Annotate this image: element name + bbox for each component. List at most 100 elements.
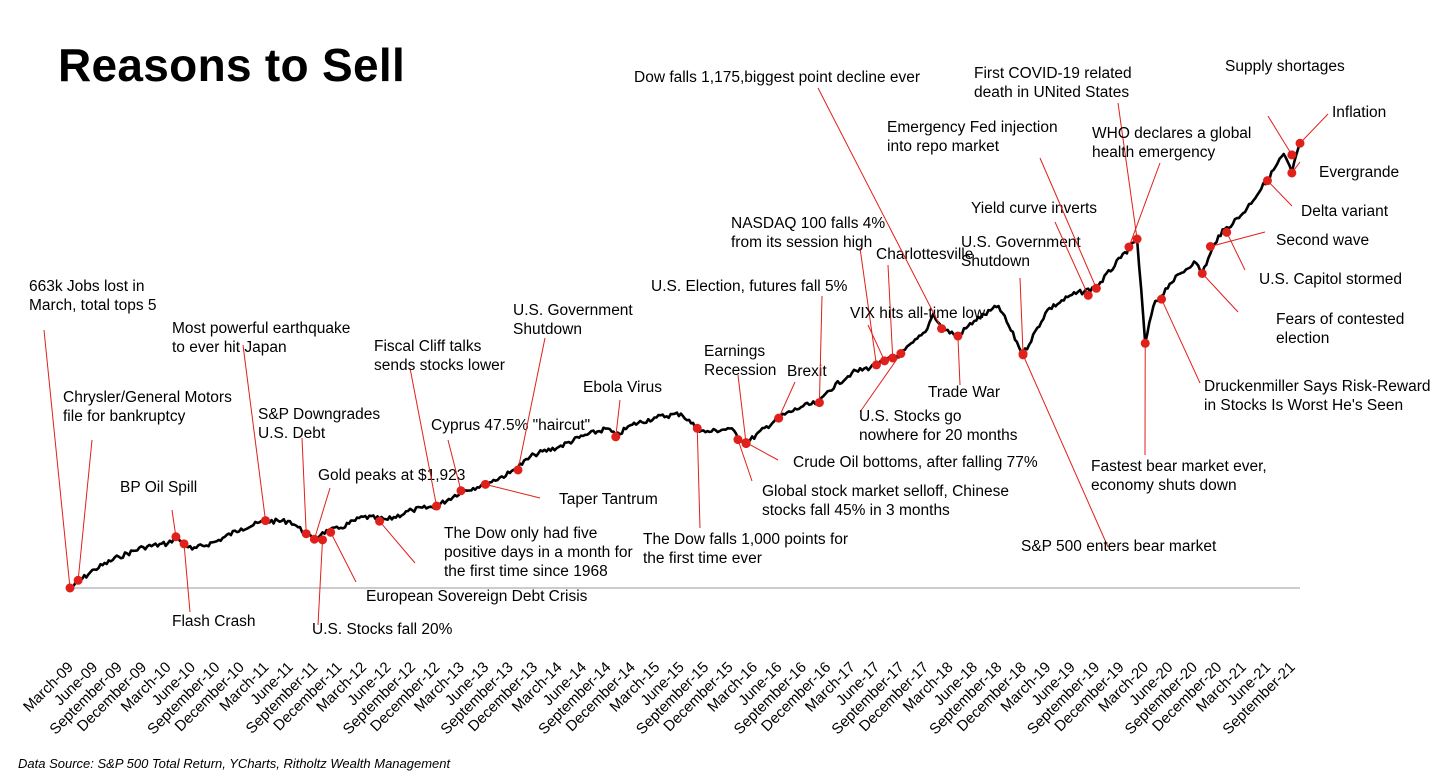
event-marker bbox=[171, 532, 181, 542]
event-marker bbox=[260, 516, 270, 526]
event-marker bbox=[1197, 268, 1207, 278]
event-marker bbox=[953, 331, 963, 341]
annotation-leader bbox=[737, 374, 747, 444]
event-marker bbox=[1205, 242, 1215, 252]
event-marker bbox=[896, 349, 906, 359]
annotation-leader bbox=[817, 87, 943, 329]
annotation-leader bbox=[615, 399, 621, 437]
event-marker bbox=[937, 324, 947, 334]
annotation-label: file for bankruptcy bbox=[63, 408, 186, 425]
event-marker bbox=[318, 535, 328, 545]
annotation-label: 663k Jobs lost in bbox=[29, 278, 144, 295]
event-marker bbox=[1287, 150, 1297, 160]
annotation-leader bbox=[818, 295, 823, 403]
annotation-leader bbox=[859, 247, 877, 365]
annotation-label: the first time ever bbox=[643, 550, 762, 567]
event-marker bbox=[1295, 138, 1305, 148]
annotation-label: Second wave bbox=[1276, 232, 1369, 249]
annotation-label: Recession bbox=[704, 362, 776, 379]
annotation-label: U.S. Capitol stormed bbox=[1259, 271, 1402, 288]
annotation-label: The Dow falls 1,000 points for bbox=[643, 531, 848, 548]
chart-title: Reasons to Sell bbox=[58, 39, 406, 91]
annotation-leader bbox=[183, 543, 191, 613]
annotation-leader bbox=[1161, 298, 1201, 384]
annotation-leader bbox=[447, 439, 462, 491]
annotation-leader bbox=[1117, 102, 1138, 240]
annotation-label: BP Oil Spill bbox=[120, 479, 197, 496]
annotation-leader bbox=[1128, 162, 1161, 248]
annotation-leader bbox=[1054, 221, 1089, 296]
annotation-leader bbox=[171, 509, 177, 537]
annotation-label: Yield curve inverts bbox=[971, 200, 1097, 217]
annotation-label: election bbox=[1276, 330, 1329, 347]
annotation-label: Supply shortages bbox=[1225, 58, 1345, 75]
annotation-label: Fears of contested bbox=[1276, 311, 1404, 328]
annotation-label: U.S. Government bbox=[513, 302, 633, 319]
annotation-leader bbox=[887, 264, 894, 358]
annotation-leader bbox=[859, 353, 902, 413]
data-source-note: Data Source: S&P 500 Total Return, YChar… bbox=[18, 756, 451, 771]
event-marker bbox=[741, 438, 751, 448]
annotation-leader bbox=[696, 428, 701, 529]
annotation-leader bbox=[317, 539, 324, 626]
event-marker bbox=[301, 529, 311, 539]
annotation-label: Ebola Virus bbox=[583, 379, 662, 396]
event-marker bbox=[611, 432, 621, 442]
annotation-label: March, total tops 5 bbox=[29, 297, 157, 314]
annotation-label: into repo market bbox=[887, 138, 1000, 155]
annotation-leader bbox=[1267, 180, 1293, 207]
annotation-label: Charlottesville bbox=[876, 246, 973, 263]
annotation-label: U.S. Debt bbox=[258, 425, 326, 442]
annotation-label: Emergency Fed injection bbox=[887, 119, 1058, 136]
event-marker bbox=[309, 534, 319, 544]
event-marker bbox=[1157, 294, 1167, 304]
annotation-label: nowhere for 20 months bbox=[859, 427, 1018, 444]
annotation-leader bbox=[485, 483, 541, 499]
annotation-leader bbox=[1299, 113, 1329, 144]
event-marker bbox=[65, 583, 75, 593]
annotation-leader bbox=[867, 324, 886, 362]
annotation-leader bbox=[1201, 273, 1239, 313]
annotation-label: Most powerful earthquake bbox=[172, 320, 350, 337]
event-marker bbox=[692, 423, 702, 433]
annotation-label: Brexit bbox=[787, 363, 827, 380]
event-marker bbox=[814, 398, 824, 408]
annotation-label: U.S. Stocks fall 20% bbox=[312, 621, 453, 638]
annotation-leader bbox=[242, 344, 266, 521]
annotation-label: U.S. Stocks go bbox=[859, 408, 962, 425]
event-marker bbox=[880, 356, 890, 366]
annotation-label: the first time since 1968 bbox=[444, 563, 608, 580]
annotation-label: health emergency bbox=[1092, 144, 1215, 161]
event-marker bbox=[432, 501, 442, 511]
annotation-leader bbox=[43, 329, 71, 589]
event-marker bbox=[1091, 283, 1101, 293]
annotation-label: U.S. Election, futures fall 5% bbox=[651, 278, 848, 295]
event-marker bbox=[179, 539, 189, 549]
event-marker bbox=[1132, 234, 1142, 244]
annotation-label: Delta variant bbox=[1301, 203, 1389, 220]
annotation-leader bbox=[1210, 231, 1266, 247]
annotation-label: First COVID-19 related bbox=[974, 65, 1132, 82]
event-marker bbox=[888, 353, 898, 363]
event-marker bbox=[1018, 350, 1028, 360]
annotation-label: Druckenmiller Says Risk-Reward bbox=[1204, 378, 1431, 395]
annotation-leader bbox=[737, 439, 753, 482]
event-marker bbox=[1124, 242, 1134, 252]
event-marker bbox=[1083, 290, 1093, 300]
annotation-label: from its session high bbox=[731, 234, 872, 251]
annotation-label: Shutdown bbox=[513, 321, 582, 338]
annotation-label: Fastest bear market ever, bbox=[1091, 458, 1267, 475]
annotation-label: Fiscal Cliff talks bbox=[374, 338, 482, 355]
annotation-label: economy shuts down bbox=[1091, 477, 1237, 494]
annotation-label: Taper Tantrum bbox=[559, 491, 658, 508]
annotation-leader bbox=[1022, 354, 1109, 548]
annotation-label: Dow falls 1,175,biggest point decline ev… bbox=[634, 69, 920, 86]
annotation-leader bbox=[330, 532, 357, 583]
annotation-leader bbox=[301, 437, 307, 534]
event-marker bbox=[480, 479, 490, 489]
annotation-label: to ever hit Japan bbox=[172, 339, 287, 356]
annotation-label: NASDAQ 100 falls 4% bbox=[731, 215, 885, 232]
annotation-leader bbox=[778, 381, 796, 419]
